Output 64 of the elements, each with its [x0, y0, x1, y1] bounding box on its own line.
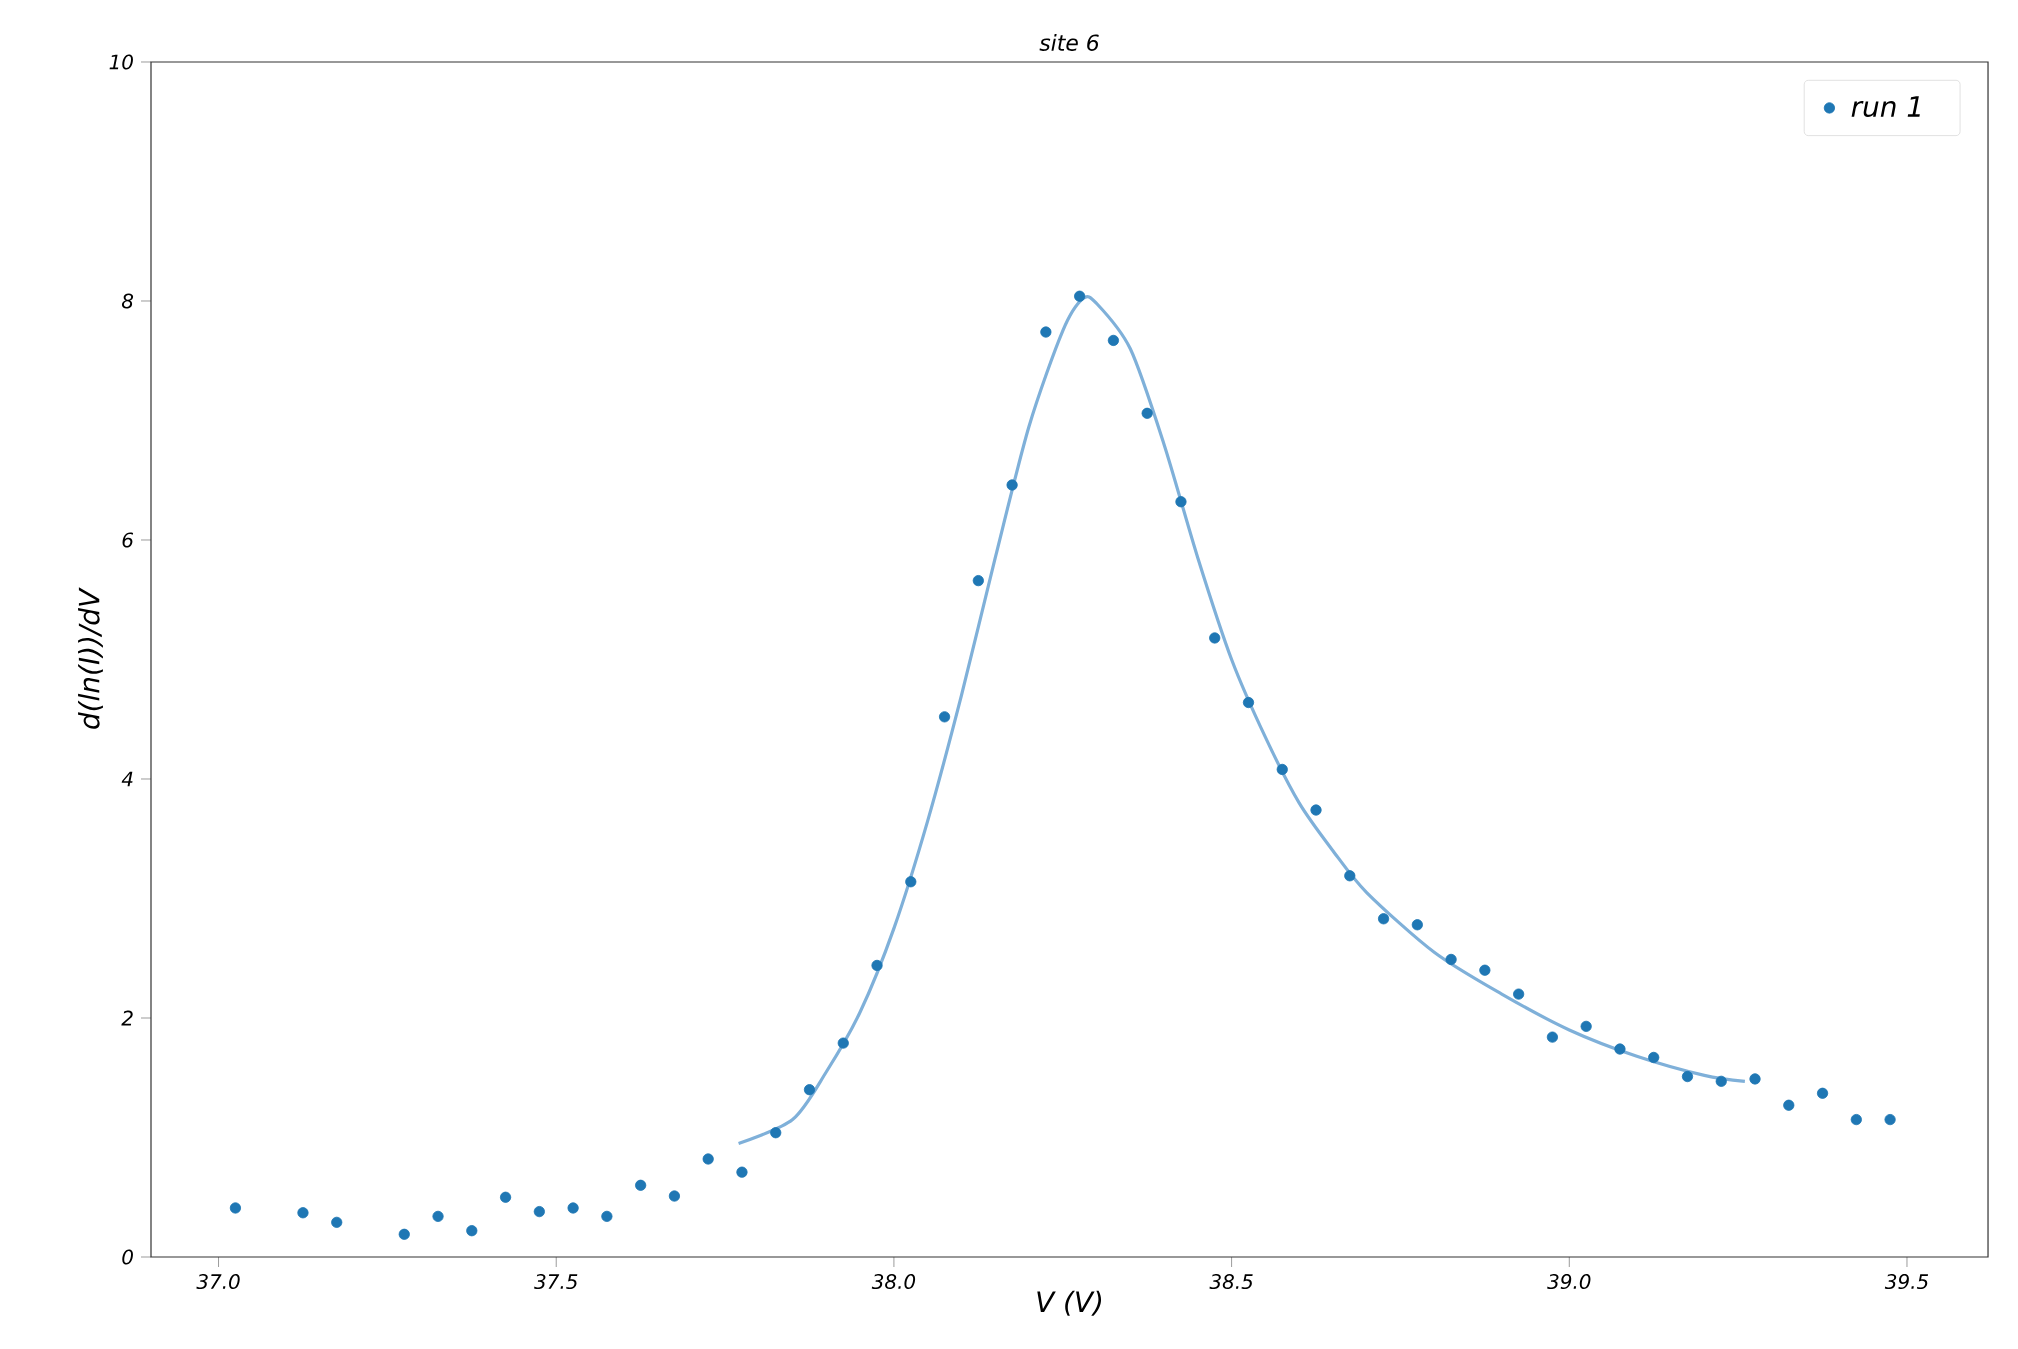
point [1681, 1070, 1694, 1083]
point [1107, 334, 1120, 347]
point [297, 1207, 309, 1219]
point [837, 1037, 849, 1049]
point [1715, 1075, 1727, 1087]
point [1884, 1113, 1896, 1126]
x-tick-label: 39.5 [1884, 1274, 1929, 1290]
point [1175, 496, 1187, 508]
point [1074, 290, 1086, 302]
point [770, 1127, 782, 1139]
point [1816, 1087, 1829, 1099]
point [1141, 407, 1153, 419]
point [1344, 870, 1356, 882]
point [1513, 988, 1525, 1000]
point [331, 1216, 343, 1228]
point [1445, 953, 1457, 966]
point [871, 959, 883, 972]
point [1209, 632, 1221, 644]
point [1749, 1073, 1761, 1085]
point [567, 1202, 579, 1214]
x-tick-label: 37.0 [196, 1274, 240, 1290]
x-tick-label: 39.0 [1547, 1274, 1591, 1290]
point [1242, 696, 1255, 709]
y-axis-title: d(ln(I))/dV [78, 587, 103, 729]
point [803, 1084, 816, 1096]
point [601, 1210, 613, 1222]
point [1276, 763, 1288, 776]
point [668, 1190, 681, 1202]
point [736, 1166, 748, 1178]
y-tick-label: 0 [122, 1249, 133, 1265]
point [398, 1228, 410, 1240]
point [533, 1205, 545, 1218]
point [1783, 1099, 1795, 1111]
point [635, 1179, 647, 1191]
point [702, 1153, 714, 1165]
y-tick-label: 6 [122, 532, 134, 548]
point [1040, 326, 1052, 338]
point [1614, 1043, 1626, 1055]
point [466, 1225, 478, 1237]
point [1850, 1113, 1862, 1126]
point [1411, 919, 1423, 931]
y-tick-label: 8 [121, 293, 134, 309]
point [1310, 804, 1322, 816]
x-tick-label: 38.5 [1209, 1274, 1253, 1290]
x-tick-label: 37.5 [534, 1274, 578, 1290]
point [1580, 1020, 1592, 1032]
y-tick-label: 4 [121, 771, 133, 787]
y-tick-label: 10 [109, 54, 133, 70]
point [1648, 1051, 1660, 1064]
y-tick-label: 2 [121, 1010, 133, 1026]
point [1006, 479, 1018, 491]
point [972, 575, 984, 587]
point [432, 1210, 444, 1222]
point [905, 876, 917, 888]
legend-label: run 1 [1851, 96, 1920, 118]
point [499, 1191, 512, 1203]
point [1377, 913, 1390, 925]
point [229, 1202, 242, 1214]
point [938, 711, 951, 723]
x-axis-title: V (V) [1037, 1290, 1102, 1316]
x-tick-label: 38.0 [871, 1274, 916, 1290]
point [1479, 964, 1491, 976]
point [1546, 1031, 1558, 1043]
chart-title: site 6 [1039, 34, 1099, 51]
